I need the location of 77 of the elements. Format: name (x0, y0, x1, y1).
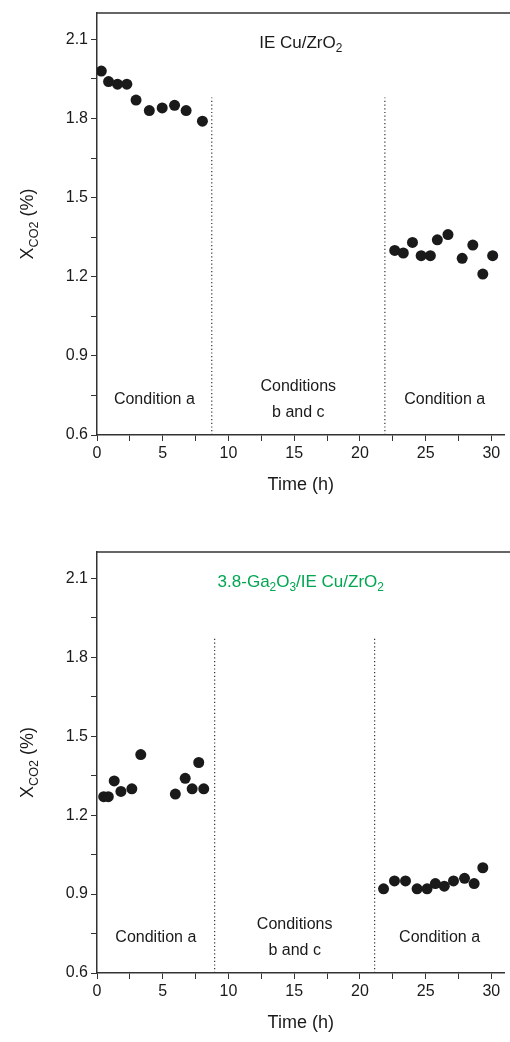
x-tick-label: 25 (416, 982, 435, 1000)
x-tick-label: 25 (416, 444, 435, 462)
x-tick-label: 30 (482, 444, 501, 462)
point (135, 749, 147, 761)
point (156, 102, 168, 114)
point (130, 94, 142, 106)
y-tick-label: 1.2 (65, 805, 89, 823)
point (143, 105, 155, 117)
x-axis-title: Time (h) (267, 473, 334, 494)
y-tick-label: 1.2 (65, 267, 89, 285)
point (108, 775, 120, 787)
point (424, 250, 436, 262)
y-axis-title: XCO2 (%) (16, 727, 41, 798)
point (456, 252, 468, 264)
point (429, 878, 441, 890)
x-tick-label: 0 (92, 982, 102, 1000)
y-tick-label: 2.1 (65, 29, 89, 47)
y-axis-title: XCO2 (%) (16, 188, 41, 260)
y-tick-label: 1.5 (65, 726, 89, 744)
point (477, 862, 489, 874)
x-tick-label: 15 (285, 444, 304, 462)
x-tick-label: 15 (285, 982, 304, 1000)
point (193, 757, 205, 768)
point (411, 883, 423, 895)
x-tick-label: 0 (92, 444, 102, 462)
point (438, 880, 450, 892)
annotation: Conditions b and c (260, 377, 337, 421)
y-tick-label: 0.6 (65, 425, 89, 443)
point (442, 229, 454, 241)
annotation: Conditions b and c (256, 915, 333, 959)
annotation: Condition a (113, 390, 195, 408)
point (198, 783, 210, 795)
point (97, 65, 107, 77)
point (487, 250, 499, 262)
point (400, 875, 412, 887)
point (169, 99, 181, 111)
point (421, 883, 433, 895)
y-tick-label: 1.8 (65, 647, 89, 665)
x-tick-label: 30 (482, 982, 501, 1000)
point (121, 78, 133, 90)
point (415, 250, 427, 262)
y-tick-label: 0.6 (65, 963, 89, 981)
x-tick-label: 10 (219, 444, 238, 462)
y-tick-label: 0.9 (65, 346, 89, 364)
point (406, 236, 418, 248)
point (169, 788, 181, 800)
point (186, 783, 198, 795)
point (397, 247, 409, 259)
x-tick-label: 20 (351, 444, 369, 462)
x-tick-label: 5 (158, 982, 168, 1000)
y-tick-label: 0.9 (65, 884, 89, 902)
annotation: Condition a (399, 928, 481, 946)
y-tick-label: 1.8 (65, 108, 89, 126)
point (115, 785, 127, 797)
x-tick-label: 20 (351, 982, 369, 1000)
annotation: Condition a (115, 928, 197, 946)
point (103, 76, 115, 88)
point (179, 772, 191, 784)
point (196, 115, 208, 127)
annotation: Condition a (404, 390, 486, 408)
point (448, 875, 459, 887)
x-tick-label: 10 (219, 982, 238, 1000)
y-tick-label: 1.5 (65, 188, 89, 206)
point (389, 244, 401, 256)
point (467, 239, 479, 251)
point (180, 105, 192, 117)
point (431, 234, 443, 246)
point (388, 875, 400, 887)
x-axis-title: Time (h) (267, 1011, 334, 1032)
x-tick-label: 5 (158, 444, 168, 462)
point (468, 878, 480, 890)
point (459, 872, 471, 884)
point (477, 268, 489, 280)
y-tick-label: 2.1 (65, 568, 89, 586)
point (126, 783, 138, 795)
point (378, 883, 390, 895)
point (112, 78, 124, 90)
